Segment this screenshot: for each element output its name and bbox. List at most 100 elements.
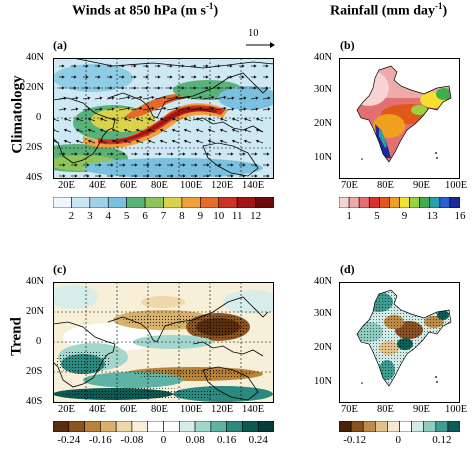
lon-tick: 80E — [151, 404, 168, 415]
wind-vector-head — [122, 174, 126, 178]
lat-tick: 20S — [26, 142, 43, 153]
wind-vector-head — [157, 64, 161, 68]
wind-vector-head — [253, 86, 257, 90]
colorbar-swatch — [100, 421, 117, 432]
colorbar-rain-climatology-labels: 1 5 9 13 16 — [339, 210, 465, 224]
wind-vector-head — [111, 128, 115, 132]
wind-vector-head — [145, 75, 149, 79]
wind-vector-head — [255, 128, 259, 132]
wind-vector-head — [169, 86, 173, 90]
lon-tick: 120E — [211, 180, 234, 191]
colorbar-swatch — [257, 421, 274, 432]
colorbar-swatch — [449, 197, 460, 208]
wind-vector-head — [163, 95, 167, 100]
wind-vector-head — [170, 152, 174, 156]
wind-vector-head — [175, 95, 179, 100]
wind-vector-head — [241, 86, 245, 90]
colorbar-label: 8 — [179, 210, 185, 222]
wind-vector-head — [207, 139, 211, 143]
colorbar-swatch — [368, 197, 380, 208]
wind-vector-head — [151, 106, 155, 111]
wind-vector-head — [254, 152, 258, 156]
colorbar-label: 0.24 — [248, 434, 268, 446]
wind-vector-head — [133, 75, 137, 79]
reference-vector-label: 10 — [248, 28, 259, 39]
wind-vector-head — [195, 128, 199, 132]
colorbar-swatch — [107, 197, 127, 208]
wind-vector-head — [206, 163, 210, 167]
wind-vector-head — [193, 75, 197, 79]
wind-vector-head — [109, 75, 113, 79]
wind-vector-head — [145, 86, 149, 90]
lon-tick: 80E — [377, 180, 394, 191]
wind-vector-head — [133, 86, 137, 90]
wind-vector-head — [123, 117, 127, 121]
lat-tick: 30N — [314, 84, 333, 95]
wind-vector-head — [217, 64, 221, 68]
wind-vector-head — [74, 174, 78, 178]
wind-vector-head — [133, 64, 137, 68]
lon-tick: 40E — [89, 404, 106, 415]
wind-vector-head — [254, 174, 258, 178]
wind-vector-head — [241, 75, 245, 79]
wind-vector-head — [242, 152, 246, 156]
wind-vector-head — [63, 128, 67, 132]
colorbar-label: 5 — [374, 210, 380, 222]
wind-vector-head — [255, 117, 259, 121]
colorbar-swatch — [379, 197, 390, 208]
lon-ticks-d: 70E 80E 90E 100E — [339, 404, 469, 418]
colorbar-wind-trend — [53, 421, 274, 432]
wind-vector-head — [266, 152, 270, 156]
wind-vector-head — [97, 75, 101, 79]
wind-vector-head — [127, 106, 131, 111]
lon-tick: 70E — [341, 180, 358, 191]
wind-vector-head — [87, 107, 91, 111]
wind-vector-head — [205, 86, 209, 90]
lon-tick: 80E — [151, 180, 168, 191]
wind-vector-head — [74, 163, 78, 167]
lat-tick: 40N — [314, 52, 333, 63]
lat-tick: 20N — [314, 118, 333, 129]
wind-vector-head — [230, 152, 234, 156]
wind-vector-head — [266, 174, 270, 178]
colorbar-swatch — [419, 197, 431, 208]
wind-vector-head — [171, 139, 175, 143]
row-label-trend: Trend — [8, 317, 25, 356]
wind-vector-head — [121, 75, 125, 79]
lat-tick: 10N — [314, 376, 333, 387]
wind-vector-head — [187, 95, 191, 100]
wind-vector-head — [195, 139, 199, 143]
colorbar-swatch — [181, 197, 201, 208]
panel-label-a: (a) — [53, 38, 67, 52]
colorbar-swatch — [71, 197, 91, 208]
colorbar-label: -0.24 — [57, 434, 81, 446]
colorbar-swatch — [163, 197, 183, 208]
wind-vector-head — [146, 174, 150, 178]
colorbar-swatch — [387, 421, 400, 432]
colorbar-label: 0 — [395, 434, 402, 446]
wind-vector-head — [151, 95, 155, 100]
colorbar-rain-trend-labels: -0.12 0 0.12 — [330, 434, 470, 448]
colorbar-swatch — [358, 197, 370, 208]
lon-tick: 90E — [413, 180, 430, 191]
wind-vector-head — [223, 95, 227, 100]
wind-vector-head — [205, 75, 209, 79]
wind-vector-head — [159, 128, 163, 132]
wind-vector-head — [97, 64, 101, 68]
colorbar-label: 11 — [231, 210, 243, 222]
lon-tick: 90E — [413, 404, 430, 415]
wind-vector-head — [98, 174, 102, 178]
wind-vector-head — [85, 64, 89, 68]
wind-vector-head — [195, 117, 199, 121]
wind-vector-head — [146, 163, 150, 167]
wind-vector-head — [98, 152, 102, 156]
wind-vector-head — [205, 64, 209, 68]
colorbar-label: 12 — [250, 210, 262, 222]
lat-tick: 40N — [314, 276, 333, 287]
colorbar-swatch — [255, 197, 274, 208]
wind-vector-head — [75, 117, 79, 121]
wind-vector-head — [146, 152, 150, 156]
colorbar-swatch — [126, 197, 146, 208]
wind-vector-head — [183, 128, 187, 132]
wind-vector-head — [74, 152, 78, 156]
